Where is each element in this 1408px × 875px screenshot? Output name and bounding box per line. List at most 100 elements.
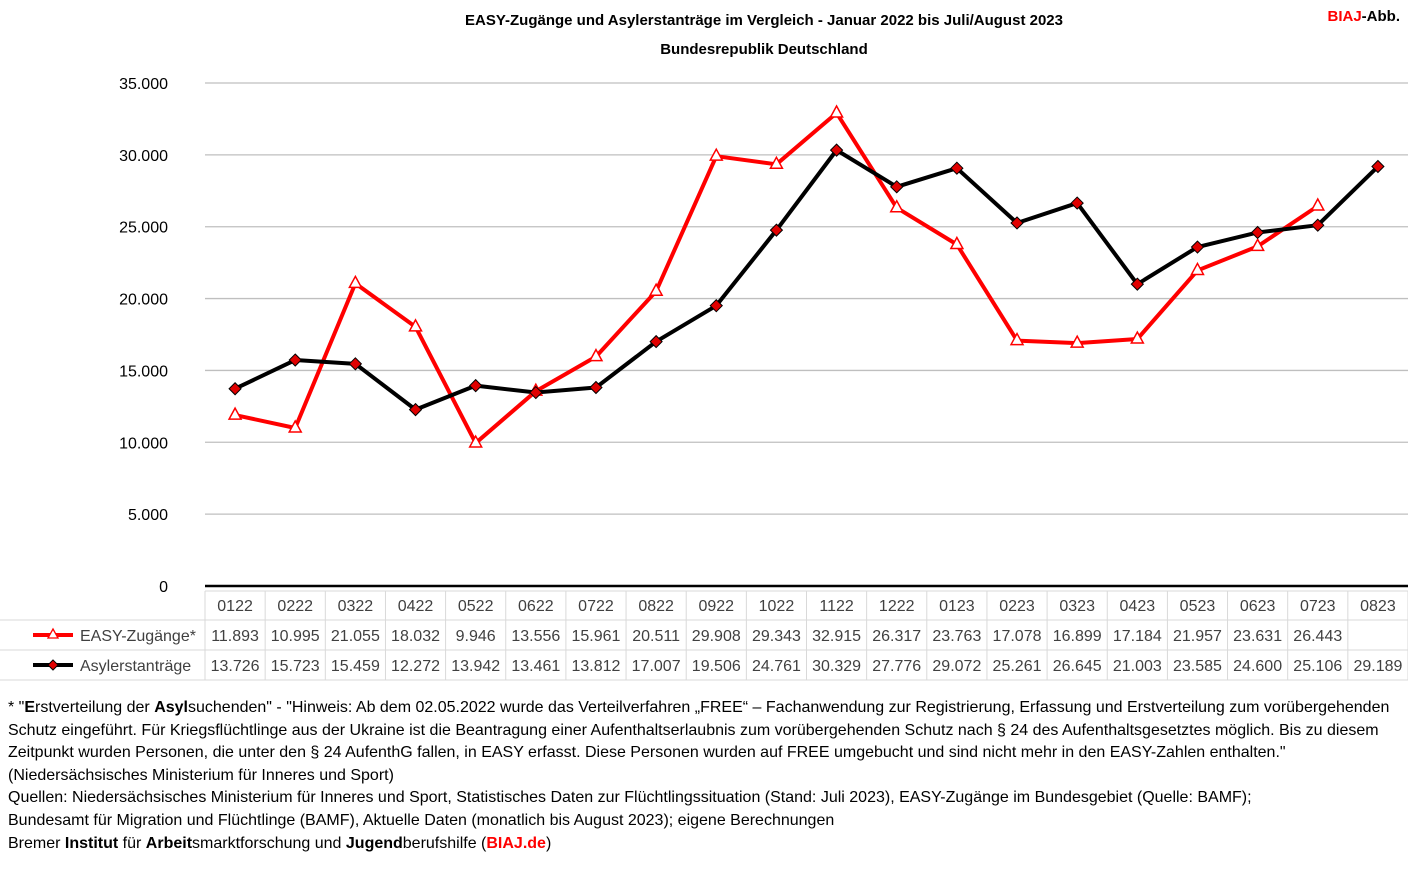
x-tick-label: 0622 <box>518 598 554 615</box>
easy-marker <box>769 155 784 170</box>
sources-line-1: Quellen: Niedersächsisches Ministerium f… <box>8 789 1252 807</box>
table-value: 21.003 <box>1113 658 1162 675</box>
table-value: 29.072 <box>932 658 981 675</box>
asyl-marker <box>769 223 784 237</box>
x-tick-label: 0123 <box>939 598 975 615</box>
asyl-marker <box>529 385 543 400</box>
chart-notes: * "Erstverteilung der Asylsuchenden" - "… <box>8 697 1400 855</box>
table-value: 13.556 <box>511 628 560 645</box>
asyl-marker <box>468 378 483 393</box>
easy-marker <box>1310 197 1326 211</box>
asyl-marker <box>890 180 904 194</box>
chart-title: EASY-Zugänge und Asylerstanträge im Verg… <box>465 12 1063 29</box>
chart-series-lines <box>234 110 1380 446</box>
legend-key-marker <box>47 659 59 671</box>
table-value: 13.461 <box>511 658 560 675</box>
y-tick-label: 35.000 <box>119 76 168 93</box>
table-value: 26.443 <box>1293 628 1342 645</box>
y-tick-label: 15.000 <box>119 363 168 380</box>
legend-label: Asylerstanträge <box>80 658 191 675</box>
series-line <box>234 148 1380 412</box>
x-tick-label: 1022 <box>759 598 795 615</box>
easy-marker <box>287 419 303 433</box>
table-value: 13.942 <box>451 658 500 675</box>
table-value: 15.459 <box>331 658 380 675</box>
institute-credit: Bremer Institut für Arbeitsmarktforschun… <box>8 834 552 852</box>
easy-marker <box>588 348 604 362</box>
asyl-marker <box>1190 240 1205 254</box>
easy-marker <box>227 406 243 420</box>
chart-markers <box>227 104 1385 448</box>
table-value: 10.995 <box>271 628 320 645</box>
easy-marker <box>949 235 965 250</box>
table-value: 23.763 <box>932 628 981 645</box>
easy-marker <box>1069 334 1085 348</box>
table-value: 30.329 <box>812 658 861 675</box>
table-value: 17.078 <box>993 628 1042 645</box>
x-tick-label: 0922 <box>698 598 734 615</box>
asyl-marker <box>288 353 302 367</box>
table-value: 26.317 <box>872 628 921 645</box>
footnote: * "Erstverteilung der Asylsuchenden" - "… <box>8 699 1390 784</box>
asyl-marker <box>408 402 423 417</box>
table-value: 25.106 <box>1293 658 1342 675</box>
asyl-marker <box>1371 159 1385 174</box>
x-tick-label: 0423 <box>1120 598 1156 615</box>
x-tick-label: 1222 <box>879 598 915 615</box>
asyl-marker <box>1130 277 1145 291</box>
table-value: 13.812 <box>572 658 621 675</box>
table-value: 29.189 <box>1353 658 1402 675</box>
x-tick-label: 0823 <box>1360 598 1396 615</box>
easy-marker <box>1130 330 1145 344</box>
easy-marker <box>408 318 423 332</box>
x-tick-label: 0222 <box>277 598 313 615</box>
asyl-marker <box>348 357 363 371</box>
table-value: 16.899 <box>1053 628 1102 645</box>
x-tick-label: 0323 <box>1059 598 1095 615</box>
table-value: 17.184 <box>1113 628 1162 645</box>
biaj-link[interactable]: BIAJ.de <box>486 834 546 852</box>
easy-marker <box>1190 261 1205 276</box>
asyl-marker <box>709 298 723 313</box>
table-value: 26.645 <box>1053 658 1102 675</box>
table-value: 9.946 <box>456 628 496 645</box>
table-value: 29.343 <box>752 628 801 645</box>
table-value: 11.893 <box>211 628 259 645</box>
asyl-marker <box>649 334 663 349</box>
table-value: 21.957 <box>1173 628 1222 645</box>
table-value: 12.272 <box>391 658 440 675</box>
table-value: 15.723 <box>271 658 320 675</box>
x-tick-label: 0322 <box>338 598 374 615</box>
y-tick-label: 5.000 <box>128 507 168 524</box>
y-tick-label: 10.000 <box>119 435 168 452</box>
y-tick-label: 20.000 <box>119 292 168 309</box>
table-value: 18.032 <box>391 628 440 645</box>
data-table: 0122 0222 0322 0422 0522 0622 0722 0822 0922 1022… <box>0 590 1408 681</box>
x-tick-label: 0722 <box>578 598 614 615</box>
table-value: 20.511 <box>632 628 680 645</box>
x-tick-label: 1122 <box>819 598 854 615</box>
table-value: 32.915 <box>812 628 861 645</box>
easy-marker <box>889 199 904 213</box>
easy-marker <box>648 282 664 296</box>
table-value: 19.506 <box>692 658 741 675</box>
table-value: 15.961 <box>572 628 621 645</box>
chart-grid <box>205 82 1408 588</box>
x-tick-label: 0623 <box>1240 598 1276 615</box>
easy-marker <box>1250 237 1265 252</box>
table-value: 21.055 <box>331 628 380 645</box>
chart-subtitle: Bundesrepublik Deutschland <box>660 41 868 58</box>
asyl-marker <box>1070 196 1084 210</box>
easy-marker <box>348 274 363 289</box>
easy-marker <box>709 147 724 161</box>
table-value: 13.726 <box>211 658 260 675</box>
x-tick-label: 0122 <box>217 598 253 615</box>
asyl-marker <box>829 143 844 157</box>
table-value: 24.761 <box>752 658 801 675</box>
sources-line-2: Bundesamt für Migration und Flüchtlinge … <box>8 811 835 829</box>
asyl-marker <box>228 382 242 396</box>
x-tick-label: 0522 <box>458 598 494 615</box>
x-tick-label: 0523 <box>1180 598 1216 615</box>
easy-marker <box>468 434 483 448</box>
line-chart: 0 5.000 10.000 15.000 20.000 25.000 30.000 35.0… <box>0 76 1408 681</box>
